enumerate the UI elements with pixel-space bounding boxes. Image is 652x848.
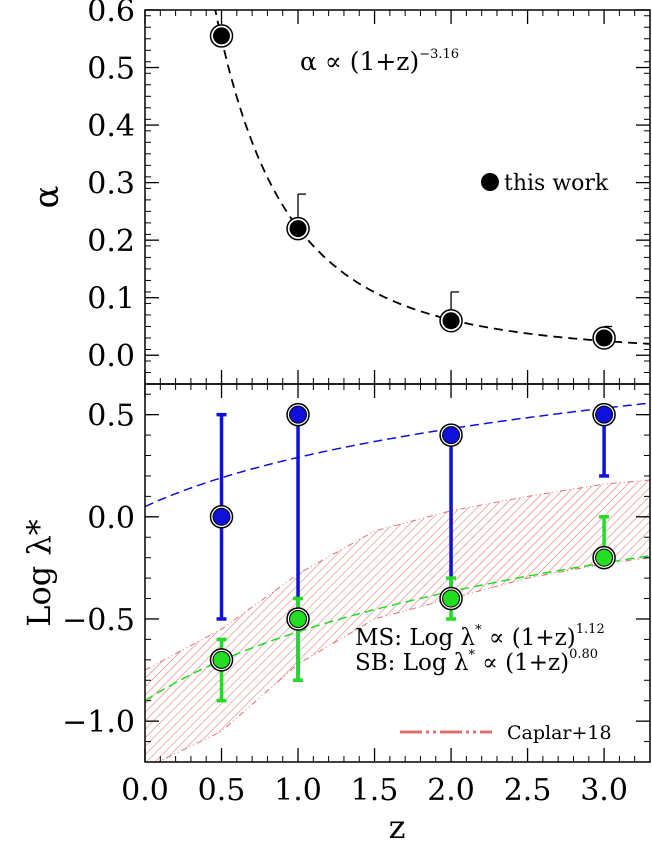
ms-legend-mid: ∝ (1+z)	[482, 625, 576, 651]
ms-fit-line	[145, 554, 650, 702]
alpha-fit-line	[214, 10, 650, 345]
bottom-y-tick-label: −0.5	[62, 603, 135, 638]
ms-point	[442, 589, 461, 608]
sb-legend-exponent: 0.80	[569, 647, 598, 662]
top-y-tick-label: 0.2	[87, 224, 135, 259]
bottom-y-tick-label: 0.5	[87, 399, 135, 434]
sb-point	[442, 426, 461, 445]
lambda-points	[209, 402, 616, 703]
ms-legend-base: MS: Log λ	[355, 625, 475, 651]
alpha-fit-curve	[214, 10, 650, 345]
bottom-y-axis-label-text: Log λ*	[20, 519, 58, 626]
ms-point	[212, 650, 231, 669]
alpha-point	[442, 312, 460, 330]
top-legend: this work	[481, 171, 609, 196]
alpha-point	[595, 329, 613, 347]
sb-point	[595, 405, 614, 424]
x-tick-label: 0.5	[198, 773, 246, 808]
lambda-fit-curves	[145, 402, 650, 702]
top-axis-ticks: 0.0 0.1 0.2 0.3 0.4 0.5 0.6	[87, 0, 651, 385]
bottom-y-axis-label: Log λ*	[20, 519, 58, 626]
bottom-axis-ticks: 0.5 0.0 −0.5 −1.0 0.0 0.5 1.0 1.5 2.0 2.5 3.0	[62, 384, 651, 808]
sb-point	[289, 405, 308, 424]
sb-legend-mid: ∝ (1+z)	[475, 650, 569, 676]
sb-legend-star: *	[468, 648, 475, 663]
ms-legend-star: *	[475, 623, 482, 638]
top-y-tick-label: 0.4	[87, 109, 135, 144]
top-y-tick-label: 0.3	[87, 167, 135, 202]
sb-legend-label: SB: Log λ* ∝ (1+z)0.80	[355, 647, 598, 676]
alpha-annotation-exponent: −3.16	[419, 47, 459, 62]
alpha-point	[289, 220, 307, 238]
sb-point	[212, 507, 231, 526]
bottom-y-tick-label: 0.0	[87, 501, 135, 536]
alpha-annotation: α ∝ (1+z)−3.16	[300, 47, 459, 76]
top-y-tick-label: 0.6	[87, 0, 135, 29]
caplar-legend-label: Caplar+18	[507, 722, 612, 744]
bottom-y-tick-label: −1.0	[62, 705, 135, 740]
alpha-point	[213, 27, 231, 45]
ms-point	[289, 609, 308, 628]
top-y-tick-label: 0.1	[87, 282, 135, 317]
x-axis-label: z	[389, 808, 406, 846]
x-tick-label: 0.0	[121, 773, 169, 808]
ms-legend-exponent: 1.12	[576, 622, 605, 637]
ms-legend-label: MS: Log λ* ∝ (1+z)1.12	[355, 622, 605, 651]
alpha-points	[209, 24, 616, 350]
top-y-tick-label: 0.5	[87, 52, 135, 87]
top-panel: 0.0 0.1 0.2 0.3 0.4 0.5 0.6 α α ∝ (1+z)−3.16 t…	[27, 0, 651, 385]
caplar18-band	[145, 479, 650, 762]
x-tick-label: 1.0	[274, 773, 322, 808]
top-y-axis-label: α	[27, 185, 67, 208]
x-tick-label: 2.5	[504, 773, 552, 808]
this-work-legend-marker	[481, 173, 499, 191]
sb-fit-line	[145, 402, 650, 508]
x-tick-label: 3.0	[580, 773, 628, 808]
ms-point	[595, 548, 614, 567]
sb-legend-base: SB: Log λ	[355, 650, 468, 676]
x-tick-label: 2.0	[427, 773, 475, 808]
top-y-tick-label: 0.0	[87, 339, 135, 374]
bottom-panel-frame	[144, 383, 651, 763]
bottom-legend: MS: Log λ* ∝ (1+z)1.12 SB: Log λ* ∝ (1+z…	[355, 622, 612, 744]
x-tick-label: 1.5	[351, 773, 399, 808]
this-work-legend-label: this work	[504, 171, 609, 196]
alpha-annotation-base: α ∝ (1+z)	[300, 47, 419, 76]
bottom-panel: 0.5 0.0 −0.5 −1.0 0.0 0.5 1.0 1.5 2.0 2.5 3.0 Log …	[20, 383, 651, 846]
